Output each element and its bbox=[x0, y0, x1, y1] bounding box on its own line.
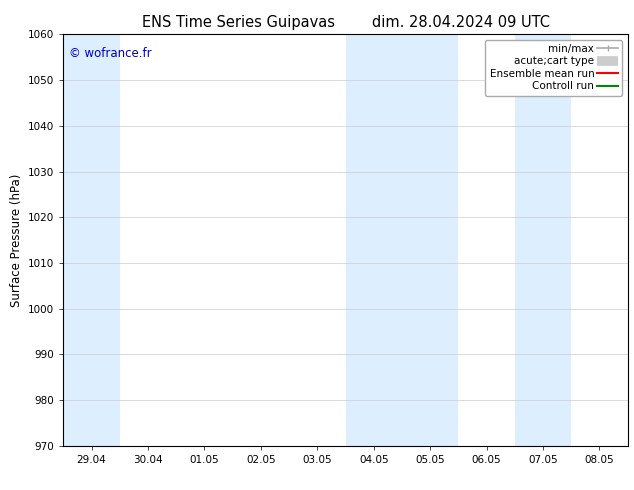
Legend: min/max, acute;cart type, Ensemble mean run, Controll run: min/max, acute;cart type, Ensemble mean … bbox=[486, 40, 623, 96]
Bar bbox=[63, 34, 120, 446]
Text: © wofrance.fr: © wofrance.fr bbox=[69, 47, 152, 60]
Bar bbox=[515, 34, 571, 446]
Bar bbox=[346, 34, 458, 446]
Title: ENS Time Series Guipavas        dim. 28.04.2024 09 UTC: ENS Time Series Guipavas dim. 28.04.2024… bbox=[141, 15, 550, 30]
Y-axis label: Surface Pressure (hPa): Surface Pressure (hPa) bbox=[10, 173, 23, 307]
